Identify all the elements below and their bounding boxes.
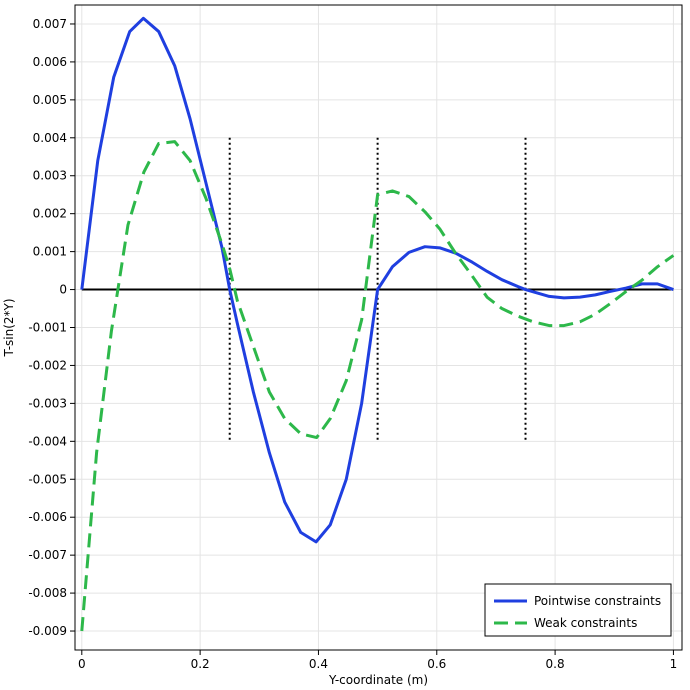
y-tick-label: -0.005	[28, 472, 67, 486]
x-axis-label: Y-coordinate (m)	[328, 673, 428, 687]
gridlines	[75, 5, 682, 650]
x-tick-label: 0.4	[309, 657, 328, 671]
y-axis-label: T-sin(2*Y)	[2, 298, 16, 357]
x-tick-label: 1	[670, 657, 678, 671]
y-tick-label: 0	[59, 283, 67, 297]
y-tick-label: -0.008	[28, 586, 67, 600]
y-tick-label: -0.001	[28, 321, 67, 335]
legend-label-weak-constraints: Weak constraints	[534, 616, 637, 630]
y-tick-label: 0.007	[33, 17, 67, 31]
y-tick-label: 0.002	[33, 207, 67, 221]
legend-box	[484, 583, 672, 637]
x-tick-label: 0	[78, 657, 86, 671]
y-tick-label: -0.004	[28, 434, 67, 448]
y-tick-label: -0.002	[28, 358, 67, 372]
axis-ticks: 0 0.2 0.4 0.6 0.8 1 -0.009 -0.008 -0.007 -0.006 -0…	[28, 17, 677, 671]
legend-label-pointwise-constraints: Pointwise constraints	[534, 594, 661, 608]
series-line-pointwise-constraints	[80, 16, 674, 544]
y-tick-label: -0.009	[28, 624, 67, 638]
y-tick-label: 0.001	[33, 245, 67, 259]
y-tick-label: -0.007	[28, 548, 67, 562]
y-tick-label: 0.004	[33, 131, 67, 145]
series-line-weak-constraints	[80, 140, 675, 632]
x-tick-label: 0.8	[546, 657, 565, 671]
y-tick-label: 0.005	[33, 93, 67, 107]
legend: Pointwise constraints Weak constraints	[484, 583, 672, 637]
y-tick-label: 0.006	[33, 55, 67, 69]
y-tick-label: -0.003	[28, 396, 67, 410]
x-tick-label: 0.6	[427, 657, 446, 671]
series-lines	[80, 16, 675, 632]
x-tick-label: 0.2	[191, 657, 210, 671]
y-tick-label: 0.003	[33, 169, 67, 183]
y-tick-label: -0.006	[28, 510, 67, 524]
